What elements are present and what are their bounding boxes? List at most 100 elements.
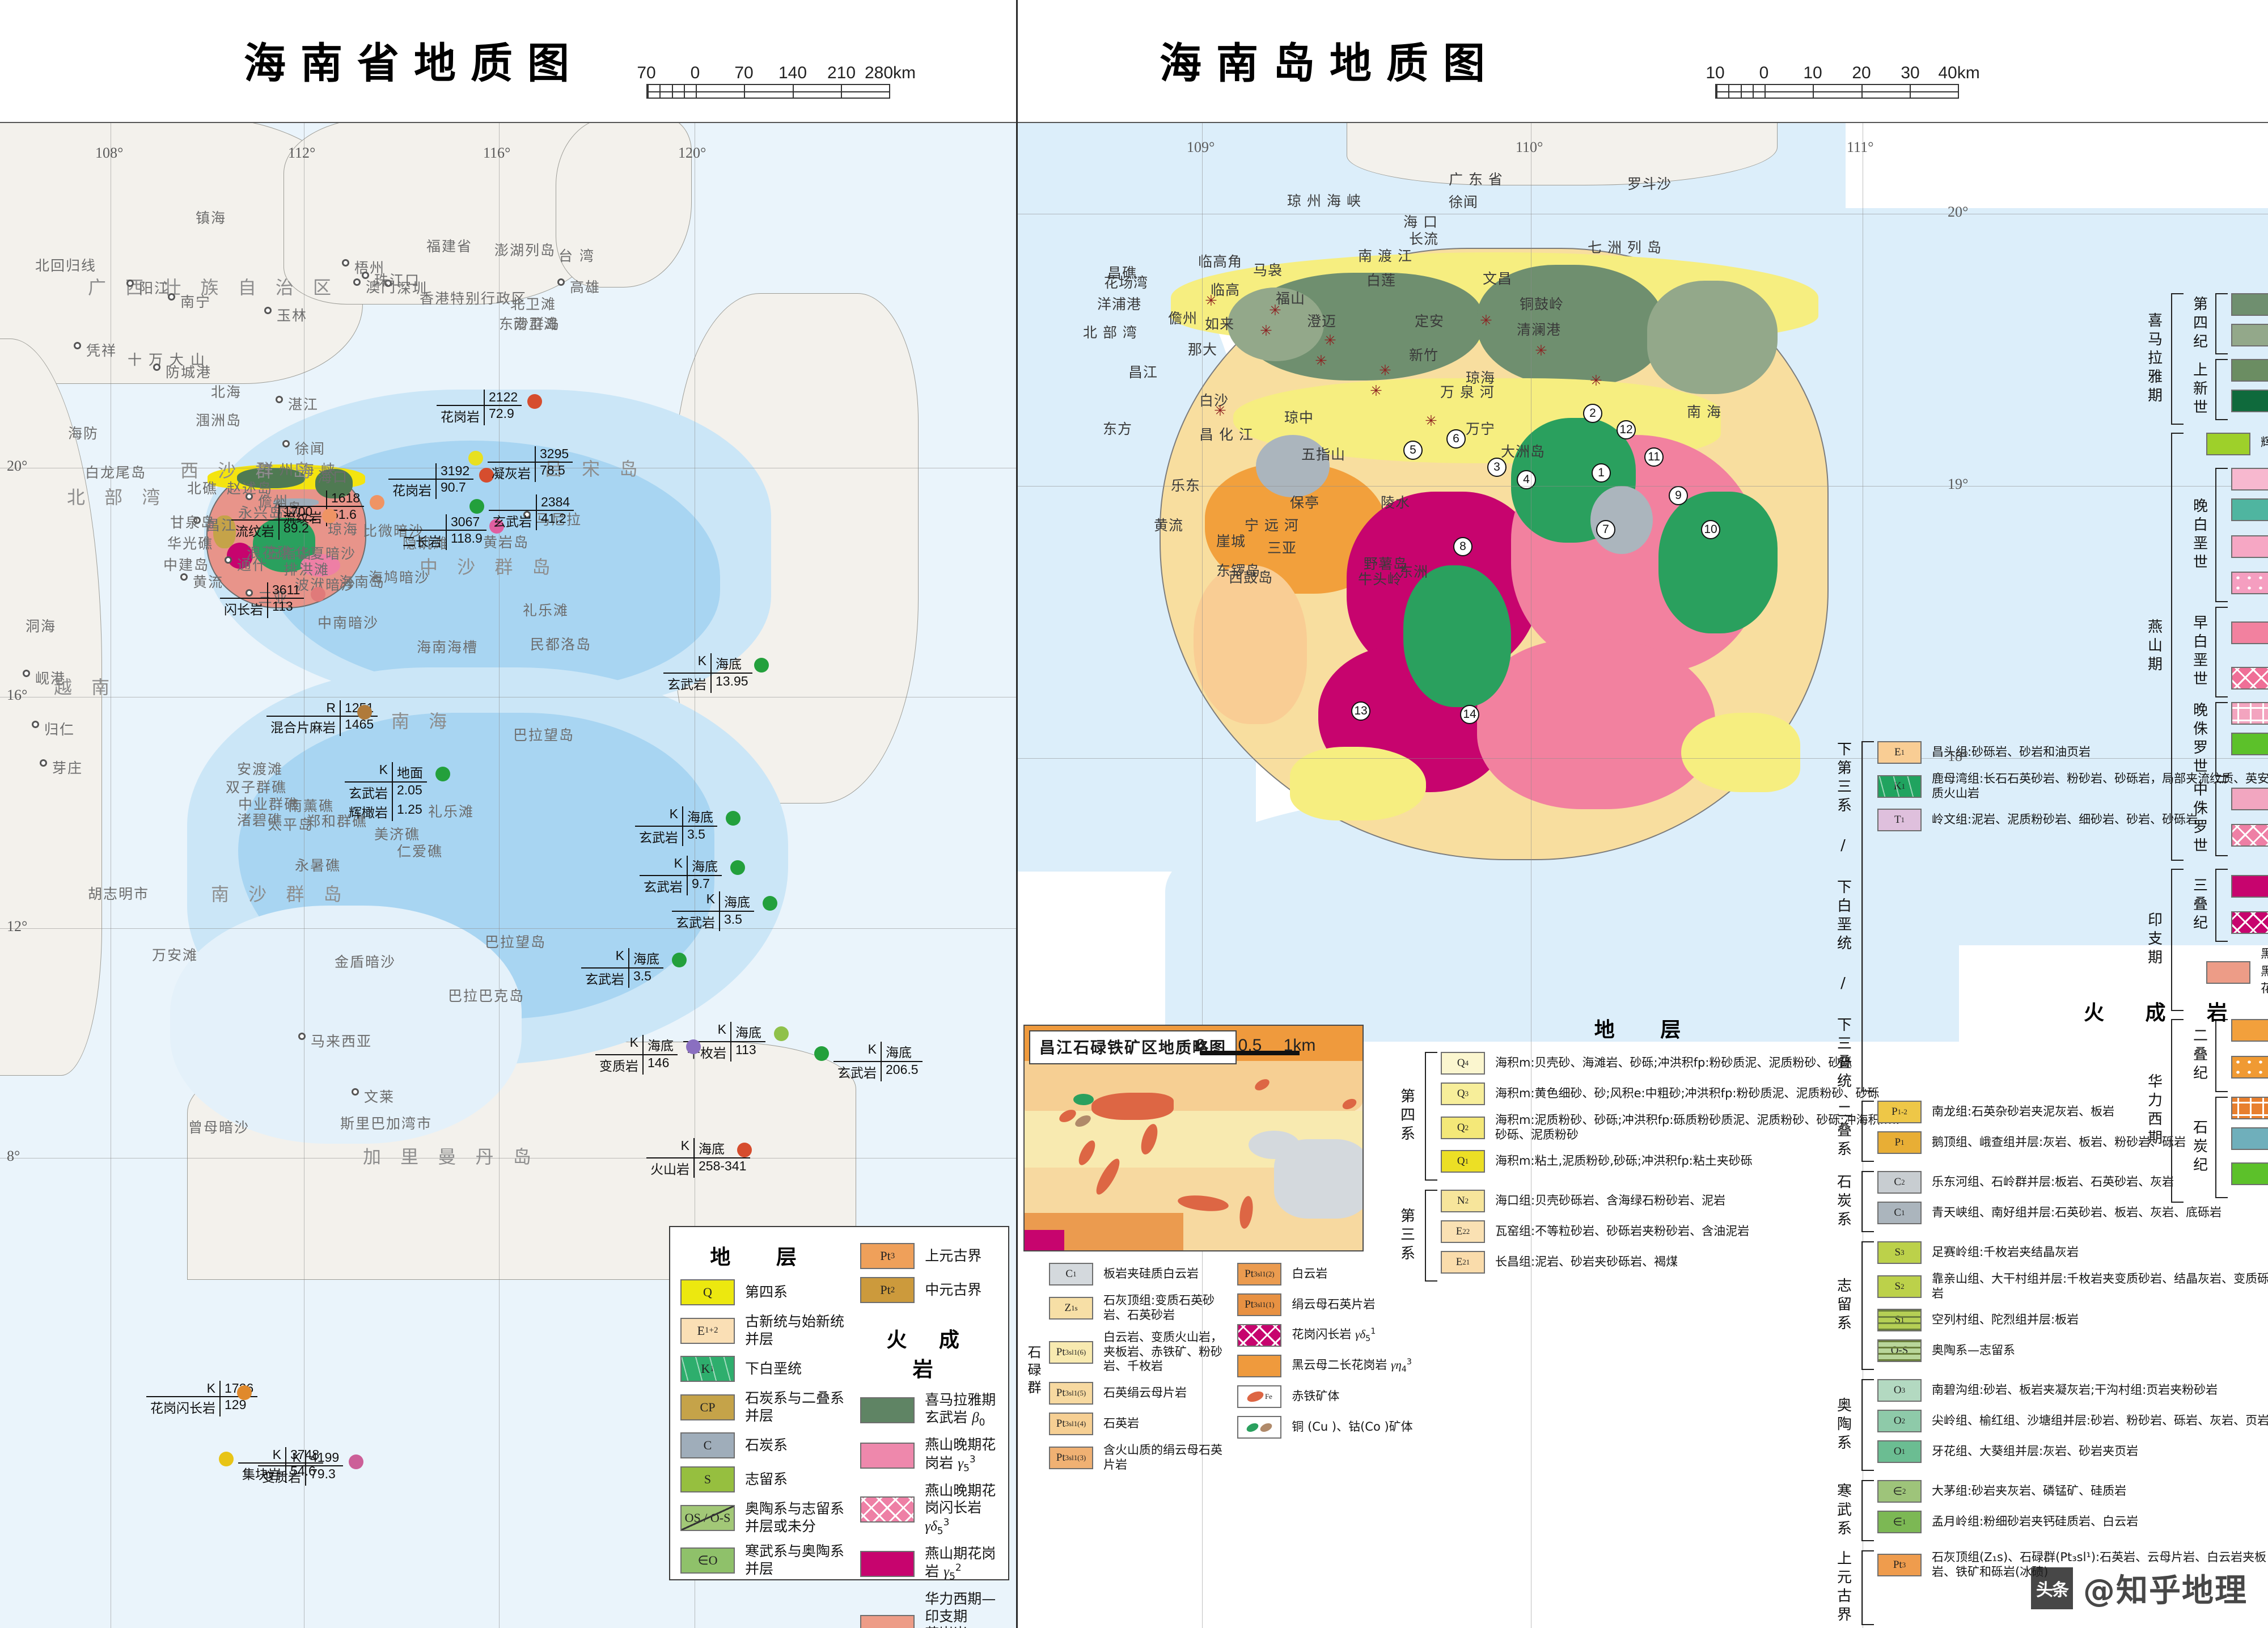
- inset-scale-bar: 0 0.5 1km: [1196, 1036, 1315, 1055]
- igneous-epoch: 第四纪 橄榄拉斑玄武岩、石英拉斑玄武岩、火山角砾岩 β 石英拉斑玄武岩、玄武安山岩、…: [2187, 293, 2268, 354]
- map-place-label: 澎湖列岛: [494, 242, 556, 259]
- volcano-number-marker[interactable]: 3: [1487, 458, 1507, 477]
- legend-item-label: 尖岭组、榆红组、沙塘组并层:砂岩、粉砂岩、砾岩、灰岩、页岩: [1932, 1414, 2268, 1428]
- legend-item: 石英拉斑玄武岩、玄武安山岩、凝灰质火山角砾岩 β2(2): [2231, 324, 2268, 346]
- legend-swatch: [2231, 535, 2268, 558]
- island-place-label: 花场湾: [1104, 274, 1149, 291]
- volcano-number-marker[interactable]: 12: [1617, 420, 1636, 439]
- island-place-label: 长流: [1409, 231, 1439, 247]
- province-map-canvas[interactable]: 108° 112° 116° 120° 20° 16° 12° 8° 广 西 壮…: [0, 122, 1016, 1628]
- orebody-main: [1091, 1093, 1174, 1120]
- legend-swatch: [2231, 1055, 2268, 1079]
- island-place-label: 徐闻: [1449, 194, 1479, 210]
- volcano-number-marker[interactable]: 8: [1453, 537, 1472, 556]
- legend-item-label: 燕山晚期花岗岩 γ53: [925, 1436, 996, 1474]
- city-marker-dot: [264, 307, 272, 314]
- volcanic-cone-symbol: ✳: [1324, 332, 1336, 349]
- volcano-number-marker[interactable]: 13: [1351, 701, 1370, 721]
- graticule-label-8n: 8°: [7, 1148, 20, 1164]
- island-place-label: 五指山: [1301, 446, 1346, 463]
- legend-item: K 1 下白垩统: [680, 1356, 845, 1382]
- orebody-cu: [1073, 1094, 1094, 1105]
- volcano-number-marker[interactable]: 2: [1583, 404, 1602, 423]
- legend-item-label: 石灰顶组(Z₁s)、石碌群(Pt₃sl¹):石英岩、云母片岩、白云岩夹板岩、铁矿…: [1932, 1550, 2267, 1579]
- volcano-number-marker[interactable]: 14: [1460, 705, 1479, 724]
- island-place-label: 昌礁: [1107, 265, 1137, 281]
- volcanic-cone-symbol: ✳: [1260, 322, 1272, 339]
- island-place-label: 七 洲 列 岛: [1588, 239, 1662, 256]
- legend-swatch: ∈ 1: [1877, 1511, 1922, 1534]
- legend-swatch: [2231, 1019, 2268, 1042]
- map-place-label: 北礁: [187, 480, 218, 497]
- volcano-number-marker[interactable]: 7: [1596, 520, 1615, 539]
- isotope-sample-callout: 2384 玄武岩 41.2: [489, 494, 574, 530]
- map-place-label: 黄流: [193, 574, 224, 590]
- shilu-iron-mine-inset-map[interactable]: 昌江石碌铁矿区地质略图 0 0.5 1km: [1023, 1025, 1364, 1251]
- island-place-label: 东洲: [1399, 564, 1429, 580]
- island-place-label: 福山: [1276, 290, 1306, 307]
- legend-item: Q 2 海积m:泥质粉砂、砂砾;冲洪积fp:砾质粉砂质泥、泥质粉砂、砂砾;冲海积fm…: [1441, 1113, 1902, 1142]
- island-place-label: 新竹: [1409, 347, 1439, 363]
- igneous-epoch-label: 晚白垩世: [2190, 497, 2208, 573]
- map-place-label: 南卫滩: [513, 316, 560, 332]
- city-marker-dot: [23, 670, 30, 677]
- isotope-sample-dot: [672, 953, 687, 967]
- legend-swatch: [2231, 468, 2268, 490]
- isotope-sample-dot: [468, 451, 483, 466]
- legend-item-label: 乐东河组、石岭群并层:板岩、石英砂岩、灰岩: [1932, 1175, 2174, 1189]
- legend-swatch: [2231, 572, 2268, 595]
- legend-item: E 2 2 瓦窑组:不等粒砂岩、砂砾岩夹粉砂岩、含油泥岩: [1441, 1220, 1902, 1244]
- isotope-sample-callout: R1251混合片麻岩1465: [266, 700, 378, 736]
- legend-swatch: [2231, 1097, 2268, 1120]
- legend-item: S 1 空列村组、陀烈组并层:板岩: [1877, 1309, 2268, 1332]
- island-map-canvas[interactable]: 广 东 省徐闻 罗斗沙海 口 琼 州 海 峡北 部 湾 临高 马袅 福山 白莲 长流 澄迈 定安新…: [1018, 122, 2268, 1628]
- igneous-epoch-label: 石炭纪: [2190, 1119, 2208, 1175]
- hainan-island-geology-mini: [204, 463, 369, 611]
- graticule-label-120: 120°: [678, 145, 706, 161]
- legend-item: 燕山晚期花岗岩 γ53: [860, 1436, 998, 1474]
- isotope-sample-dot: [469, 499, 484, 514]
- strat-group: 下第三系 / 下白垩统 / 下三叠统 E 1 昌头组:砂砾岩、砂岩和油页岩 K 1 鹿母湾组…: [1829, 741, 2268, 1092]
- city-marker-dot: [298, 1033, 306, 1040]
- igneous-epoch-brace: [2215, 869, 2228, 942]
- legend-item: C 2 乐东河组、石岭群并层:板岩、石英砂岩、灰岩: [1877, 1171, 2268, 1194]
- legend-item: P 1-2 南龙组:石英杂砂岩夹泥灰岩、板岩: [1877, 1101, 2268, 1123]
- legend-item-label: 长昌组:泥岩、砂岩夹砂砾岩、褐煤: [1495, 1255, 1678, 1269]
- isotope-sample-callout: K 海底 玄武岩 9.7: [640, 856, 722, 895]
- legend-item: 花岗斑岩 γπ53(2): [2231, 468, 2268, 490]
- map-place-label: 白龙尾岛: [85, 464, 147, 481]
- legend-item-label: 古新统与始新统并层: [745, 1313, 845, 1347]
- map-place-label: 北海: [211, 384, 242, 400]
- volcano-number-marker[interactable]: 9: [1669, 486, 1688, 505]
- island-place-label: 马袅: [1253, 262, 1283, 278]
- legend-item-label: 下白垩统: [745, 1360, 802, 1377]
- volcano-number-marker[interactable]: 5: [1403, 441, 1423, 460]
- volcanic-cone-symbol: ✳: [1480, 312, 1492, 329]
- island-place-label: 崖城: [1216, 533, 1246, 549]
- map-place-label: 礼乐滩: [523, 602, 569, 619]
- legend-item: 花岗岩 γ51、γ51(a)、γ51(b)黑云母二长花岗岩 γη51: [2231, 869, 2268, 903]
- map-place-label: 玉林: [277, 307, 308, 324]
- legend-item-label: 赤铁矿体: [1292, 1389, 1340, 1403]
- legend-igneous-title: 火 成 岩: [886, 1329, 972, 1381]
- map-place-label: 巴拉望岛: [513, 727, 575, 743]
- volcano-number-marker[interactable]: 1: [1592, 463, 1611, 483]
- scale-tick-label: 210: [827, 64, 856, 82]
- map-place-label: 归仁: [44, 721, 75, 738]
- map-place-label: 礼乐滩: [428, 804, 475, 820]
- isotope-sample-dot: [311, 587, 325, 602]
- map-place-label: 永暑礁: [295, 857, 341, 874]
- map-place-label: 安渡滩: [237, 761, 284, 777]
- volcano-number-marker[interactable]: 11: [1644, 447, 1664, 467]
- volcano-number-marker[interactable]: 10: [1701, 520, 1720, 539]
- volcano-number-marker[interactable]: 6: [1446, 429, 1466, 449]
- legend-item: 喜马拉雅期玄武岩 β0: [860, 1392, 998, 1428]
- isotope-sample-dot: [737, 1143, 752, 1157]
- legend-item: Pt 3sl 1(5) 石英绢云母片岩: [1049, 1382, 1232, 1405]
- strat-group: 石炭系 C 2 乐东河组、石岭群并层:板岩、石英砂岩、灰岩 C 1 青天峡组、南好组并层:石…: [1829, 1171, 2268, 1232]
